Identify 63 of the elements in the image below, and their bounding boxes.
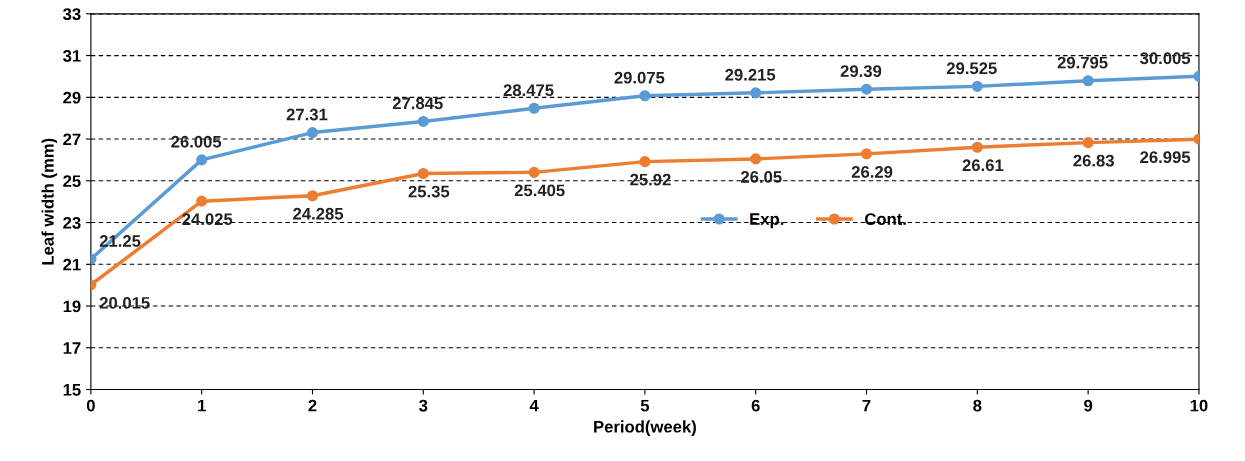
point: [971, 80, 983, 92]
point: [971, 141, 983, 153]
point: [417, 167, 429, 180]
y-tick-label: 15: [63, 384, 81, 396]
point: [528, 166, 540, 178]
point: [417, 115, 429, 127]
data-label: 20.015: [99, 296, 150, 309]
data-label: 25.405: [514, 184, 565, 197]
data-label: 26.005: [171, 135, 222, 148]
y-tick-label: 19: [63, 300, 81, 313]
point: [528, 102, 540, 114]
y-tick-label: 25: [63, 175, 81, 188]
point: [750, 87, 762, 99]
data-label: 29.215: [725, 68, 776, 81]
x-tick-label: 3: [419, 399, 428, 412]
data-label: 26.29: [851, 166, 893, 178]
y-axis-title: Leaf width (mm): [41, 138, 58, 265]
y-tick-label: 29: [63, 91, 81, 104]
data-label: 26.83: [1073, 154, 1114, 167]
data-label: 24.285: [293, 207, 344, 220]
x-axis-title: Period(week): [594, 420, 696, 436]
point: [306, 190, 319, 202]
data-label: 27.31: [286, 108, 328, 121]
x-tick-label: 2: [308, 399, 317, 412]
x-tick-label: 1: [198, 399, 206, 412]
y-tick-label: 33: [63, 8, 81, 21]
data-label: 28.475: [503, 84, 554, 97]
point: [306, 127, 319, 139]
legend-label: Cont.: [865, 213, 906, 225]
y-tick-label: 21: [63, 258, 81, 271]
point: [750, 153, 762, 165]
x-tick-label: 9: [1084, 399, 1093, 412]
point: [1082, 75, 1094, 87]
data-label: 27.845: [392, 97, 443, 110]
y-tick-label: 23: [63, 216, 81, 229]
legend-label: Exp.: [750, 213, 784, 229]
data-label: 25.35: [408, 185, 450, 198]
point: [860, 83, 873, 95]
y-tick-label: 27: [63, 133, 81, 146]
data-label: 26.61: [962, 159, 1004, 172]
x-tick-label: 10: [1190, 399, 1208, 412]
point: [196, 195, 208, 207]
x-tick-label: 5: [640, 399, 650, 412]
x-tick-label: 7: [862, 399, 871, 412]
point: [639, 156, 651, 168]
point: [196, 154, 208, 166]
y-tick-label: 17: [63, 342, 81, 354]
x-tick-label: 4: [529, 399, 539, 412]
data-label: 25.92: [630, 173, 671, 186]
data-label: 30.005: [1140, 52, 1191, 65]
data-label: 29.525: [946, 62, 997, 75]
point: [860, 148, 873, 160]
data-label: 29.39: [840, 65, 882, 78]
data-label: 26.05: [741, 171, 782, 183]
x-tick-label: 0: [86, 399, 95, 412]
data-label: 29.075: [614, 71, 665, 84]
data-label: 29.795: [1057, 56, 1108, 69]
x-tick-label: 6: [751, 399, 760, 412]
data-label: 26.995: [1140, 151, 1191, 164]
y-tick-label: 31: [63, 49, 81, 62]
point: [1082, 137, 1094, 149]
x-tick-label: 8: [973, 399, 982, 412]
point: [639, 90, 651, 102]
